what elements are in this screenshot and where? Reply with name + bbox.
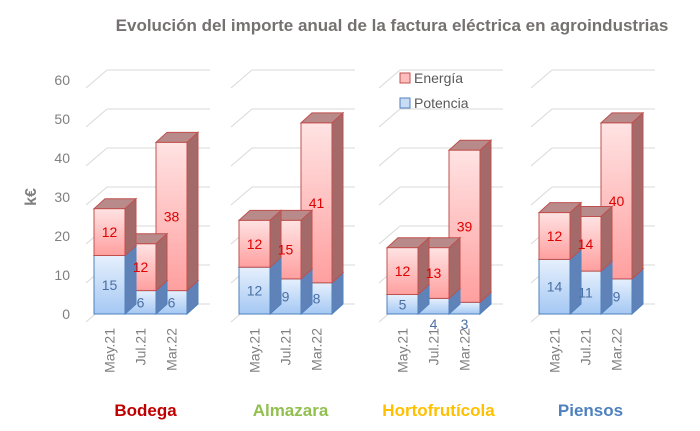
gridline-diagonal [530, 108, 553, 128]
bar-potencia-front [93, 255, 126, 315]
bar-energia-front [538, 212, 571, 260]
category-label: May.21 [102, 328, 118, 373]
category-label: Mar.22 [457, 328, 473, 371]
data-label-potencia: 11 [578, 285, 593, 301]
bar-energia-side [600, 205, 613, 273]
category-label: May.21 [395, 328, 411, 373]
group-label: Bodega [114, 401, 177, 420]
data-label-energia: 12 [547, 228, 563, 244]
data-label-potencia: 9 [613, 288, 621, 304]
y-tick-label: 0 [62, 306, 70, 322]
y-tick-label: 20 [54, 228, 70, 244]
y-tick-label: 50 [54, 111, 70, 127]
data-label-energia: 15 [278, 242, 294, 258]
data-label-potencia: 4 [430, 316, 438, 332]
y-tick-label: 60 [54, 72, 70, 88]
gridline-diagonal [230, 186, 253, 206]
bar-potencia-side [124, 244, 137, 316]
data-label-potencia: 8 [313, 290, 321, 306]
data-label-energia: 41 [309, 195, 325, 211]
data-label-energia: 13 [426, 265, 442, 281]
bar-energia-front [238, 219, 271, 268]
data-label-potencia: 14 [547, 279, 563, 295]
data-label-potencia: 12 [247, 283, 263, 299]
chart-title: Evolución del importe anual de la factur… [116, 16, 669, 35]
bar-energia [537, 201, 583, 261]
y-tick-label: 30 [54, 189, 70, 205]
data-label-potencia: 6 [137, 294, 145, 310]
bar-energia-side [331, 111, 344, 284]
data-label-energia: 38 [164, 209, 180, 225]
y-tick-label: 10 [54, 267, 70, 283]
bar-energia-side [631, 111, 644, 281]
data-label-energia: 40 [609, 193, 625, 209]
gridline-diagonal [378, 225, 401, 245]
gridline-diagonal [85, 186, 108, 206]
bar-potencia [537, 248, 583, 316]
gridline-diagonal [378, 147, 401, 167]
category-label: Jul.21 [578, 328, 594, 366]
bar-energia [237, 209, 283, 269]
bar-energia [385, 236, 431, 296]
data-label-energia: 12 [247, 236, 263, 252]
data-label-potencia: 6 [168, 294, 176, 310]
bar-energia-front [386, 247, 419, 295]
gridline-diagonal [378, 186, 401, 206]
category-label: May.21 [247, 328, 263, 373]
gridline-diagonal [230, 69, 253, 89]
group-label: Piensos [558, 401, 623, 420]
bar-potencia-front [238, 266, 271, 315]
data-label-energia: 39 [457, 218, 473, 234]
gridline-diagonal [378, 108, 401, 128]
gridline-diagonal [85, 69, 108, 89]
legend-swatch-energia [399, 72, 411, 84]
bar-energia-side [479, 139, 492, 304]
data-label-potencia: 5 [399, 296, 407, 312]
category-labels: May.21 Jul.21 Mar.22 May.21 Jul.21 Mar.22 May.… [102, 328, 625, 373]
data-label-energia: 12 [133, 259, 149, 275]
y-tick-label: 40 [54, 150, 70, 166]
data-label-energia: 12 [102, 224, 118, 240]
legend: Energía Potencia [399, 70, 469, 111]
gridline-diagonal [230, 147, 253, 167]
category-label: Jul.21 [278, 328, 294, 366]
gridline-diagonal [85, 108, 108, 128]
bar-energia-side [300, 209, 313, 281]
bar-energia-side [186, 131, 199, 292]
category-label: Mar.22 [609, 328, 625, 371]
data-label-potencia: 3 [461, 316, 469, 332]
gridline-diagonal [230, 108, 253, 128]
gridline-diagonal [530, 186, 553, 206]
data-label-energia: 14 [578, 236, 594, 252]
y-axis-ticks: 0 10 20 30 40 50 60 [54, 72, 70, 322]
bar-energia [299, 111, 345, 284]
group-label: Hortofrutícola [382, 401, 495, 420]
group-label: Almazara [253, 401, 329, 420]
group-labels: Bodega Almazara Hortofrutícola Piensos [114, 401, 623, 420]
category-label: Jul.21 [133, 328, 149, 366]
gridline-diagonal [85, 147, 108, 167]
gridline-diagonal [378, 69, 401, 89]
bar-energia [92, 197, 138, 257]
bar-energia [154, 131, 200, 292]
legend-swatch-potencia [399, 97, 411, 109]
legend-label-energia: Energía [414, 70, 463, 86]
data-label-energia: 12 [395, 263, 411, 279]
data-label-potencia: 15 [102, 277, 118, 293]
gridline-diagonal [530, 147, 553, 167]
gridline-diagonal [530, 69, 553, 89]
category-label: May.21 [547, 328, 563, 373]
y-axis-label: k€ [23, 188, 40, 206]
bar-energia-front [93, 208, 126, 256]
bars: 12 15 12 6 38 6 12 12 15 9 41 8 12 5 13 4 39 3 12 14 14 11 40 9 [92, 111, 645, 332]
category-label: Mar.22 [309, 328, 325, 371]
bar-potencia-side [569, 248, 582, 316]
category-label: Mar.22 [164, 328, 180, 371]
data-label-potencia: 9 [282, 288, 290, 304]
legend-label-potencia: Potencia [414, 95, 469, 111]
category-label: Jul.21 [426, 328, 442, 366]
